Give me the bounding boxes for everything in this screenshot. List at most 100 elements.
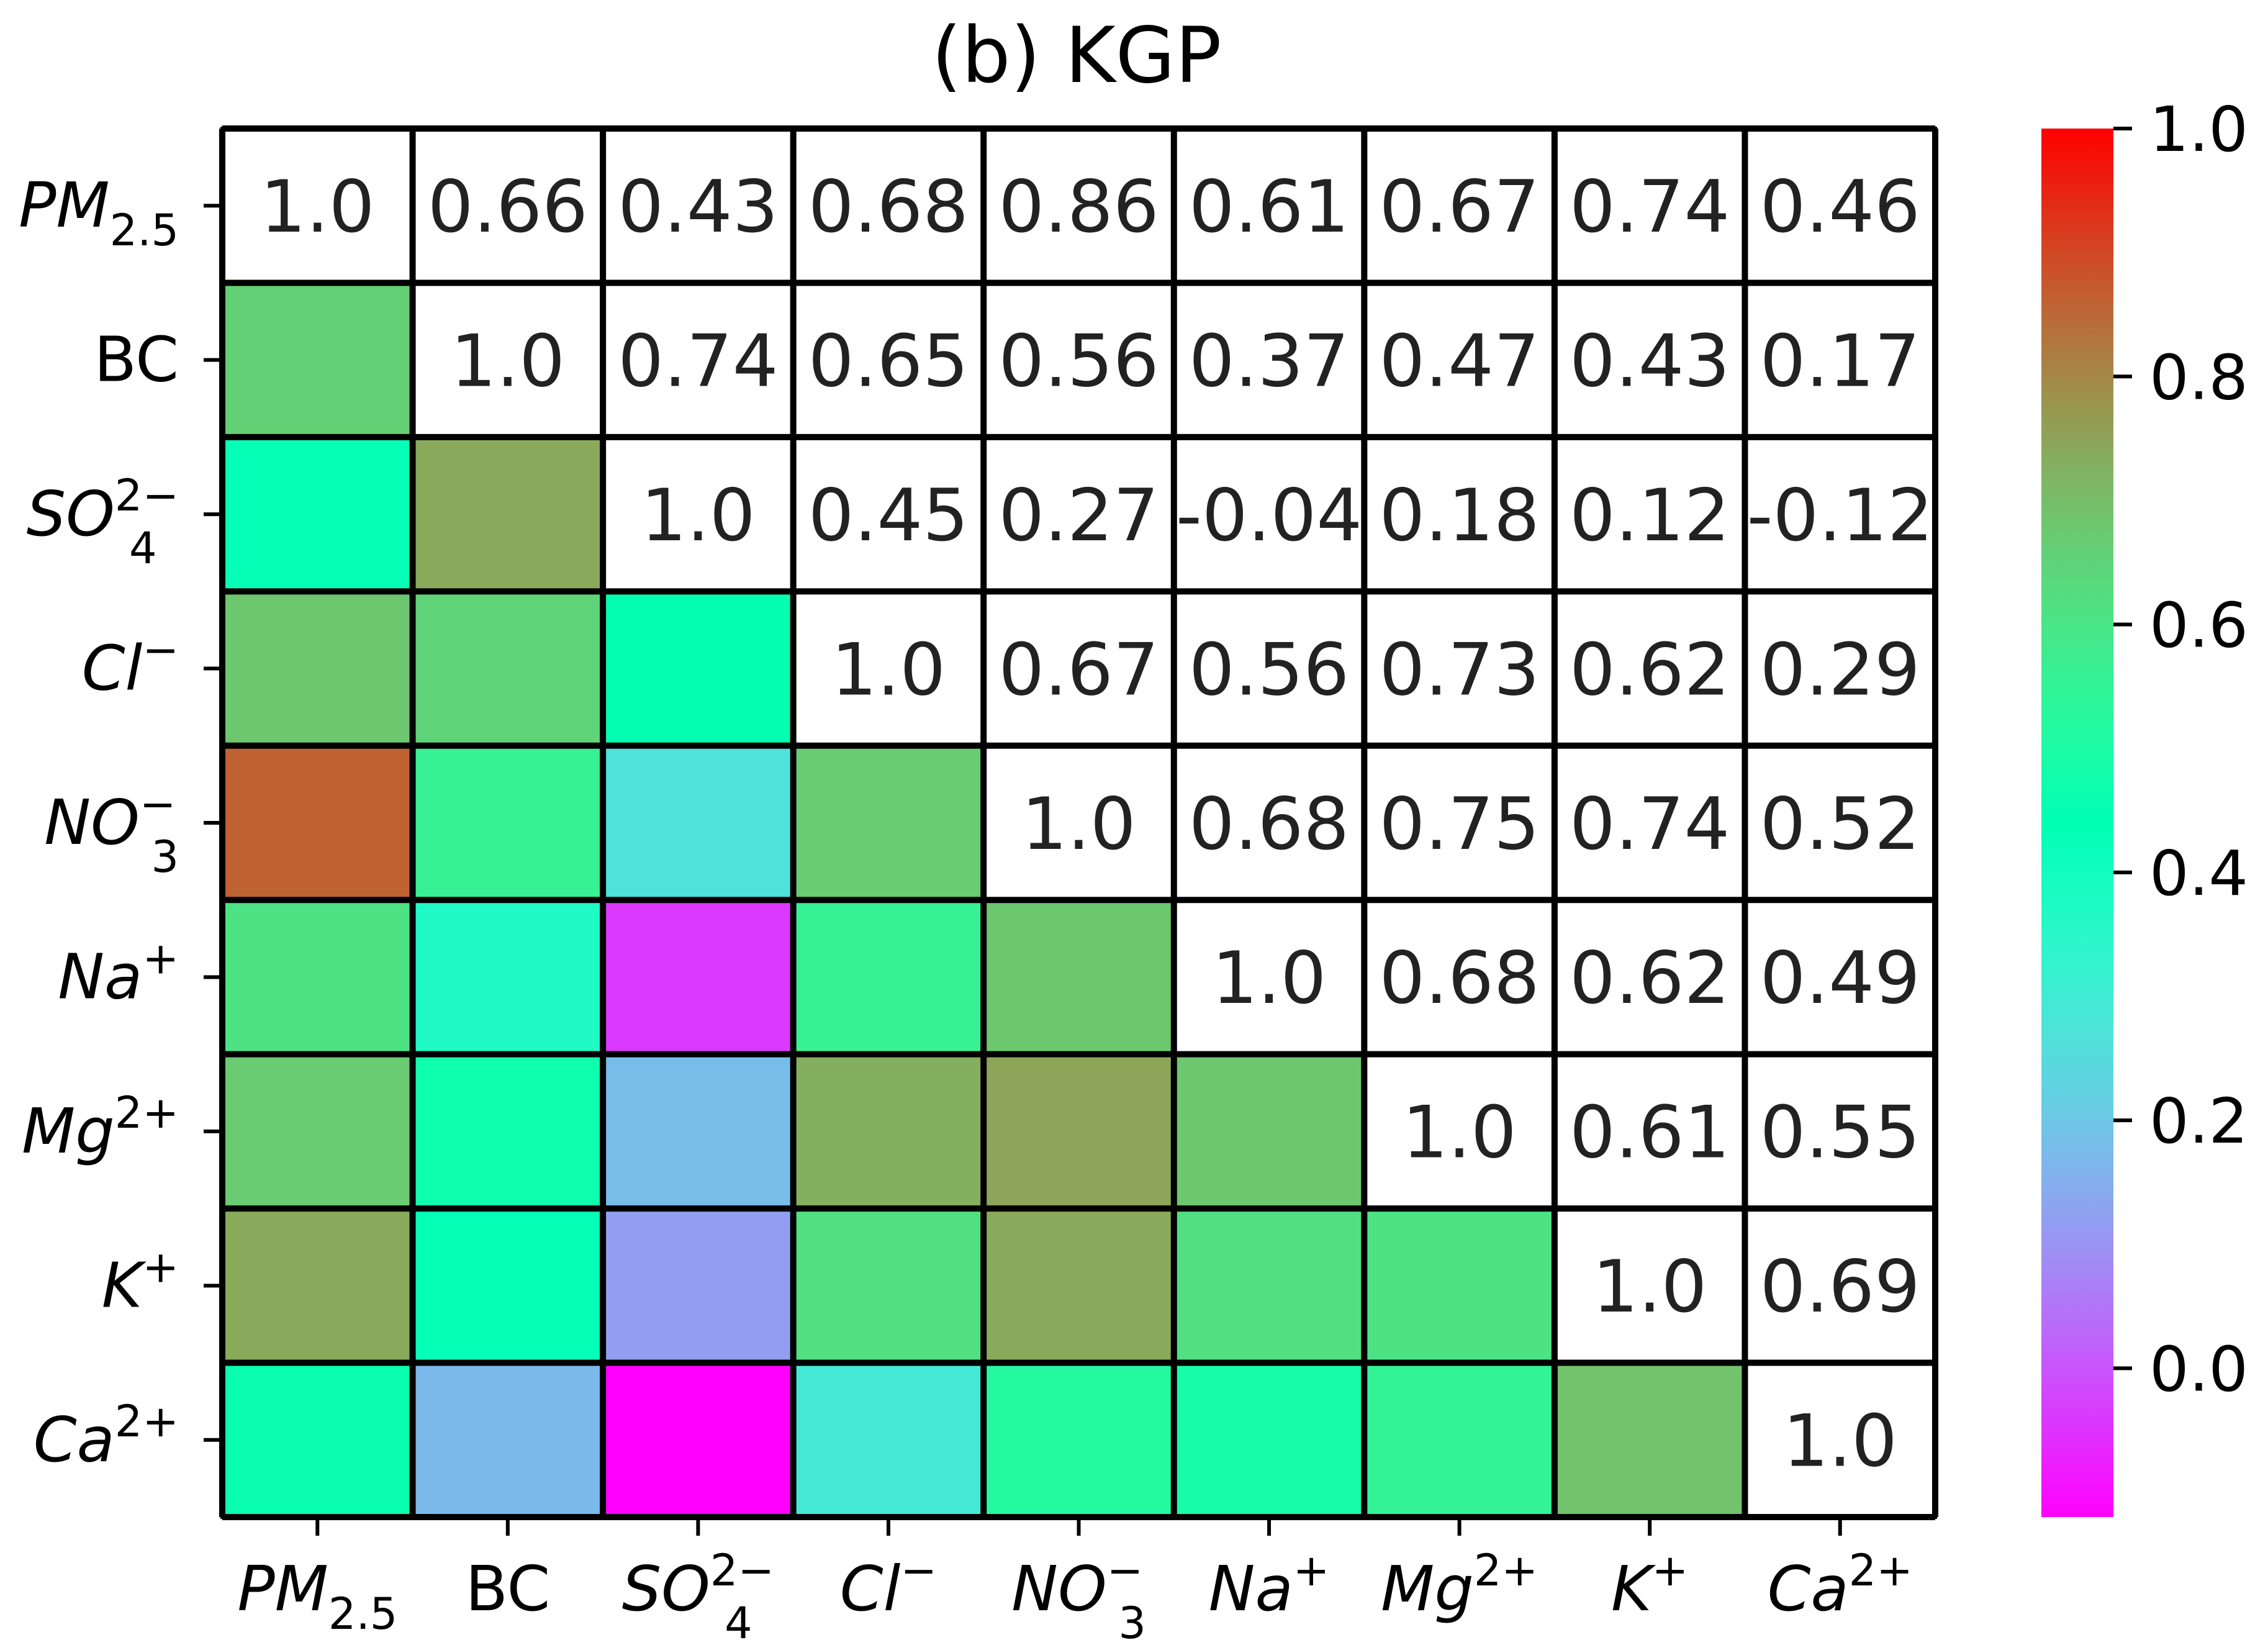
- cell-value-label: -0.04: [1176, 474, 1362, 558]
- heatmap-cell-blank: [1173, 591, 1365, 746]
- cell-value-label: 1.0: [1782, 1400, 1897, 1484]
- heatmap-cell: [1364, 1362, 1555, 1517]
- cell-value-label: 0.74: [618, 319, 778, 403]
- heatmap-cell-blank: [1745, 283, 1935, 437]
- heatmap-cell-blank: [412, 129, 603, 283]
- x-axis-tick-label: Ca2+: [1768, 1545, 1913, 1625]
- cell-value-label: 0.49: [1760, 936, 1920, 1020]
- heatmap-cell: [1173, 1054, 1365, 1209]
- heatmap-cell-blank: [1173, 745, 1365, 900]
- cell-value-label: 1.0: [641, 474, 755, 558]
- x-axis-tick-label: NO− 3: [1011, 1545, 1146, 1645]
- cell-value-label: 0.62: [1570, 628, 1730, 712]
- heatmap-cell: [603, 1362, 793, 1517]
- cell-value-label: 0.68: [1379, 936, 1539, 1020]
- heatmap-cell-blank: [1173, 129, 1365, 283]
- heatmap-cell: [412, 591, 603, 746]
- heatmap-cell: [222, 1208, 413, 1363]
- heatmap-cell: [1364, 1208, 1555, 1363]
- cell-value-label: 0.74: [1570, 782, 1730, 866]
- heatmap-cell-blank: [1364, 283, 1555, 437]
- heatmap-cell: [793, 1362, 984, 1517]
- heatmap-cell-blank: [983, 283, 1174, 437]
- heatmap-cell-blank: [1173, 283, 1365, 437]
- cell-value-label: 0.61: [1570, 1091, 1730, 1175]
- heatmap-cell-blank: [412, 283, 603, 437]
- cell-value-label: 1.0: [1021, 782, 1136, 866]
- cell-value-label: 0.56: [998, 319, 1159, 403]
- heatmap-cell: [412, 745, 603, 900]
- heatmap-cell-blank: [1554, 1208, 1745, 1363]
- cell-value-label: 0.86: [998, 165, 1159, 249]
- y-axis-tick-label: NO− 3: [44, 779, 179, 882]
- y-axis-tick-label: PM2.5: [19, 169, 179, 256]
- heatmap-cell: [412, 900, 603, 1054]
- cell-value-label: 0.17: [1760, 319, 1920, 403]
- heatmap-cell-blank: [1364, 437, 1555, 592]
- heatmap-cell-blank: [1554, 437, 1745, 592]
- heatmap-cell-blank: [603, 437, 793, 592]
- cell-value-label: 0.65: [808, 319, 969, 403]
- heatmap-cell-blank: [1554, 900, 1745, 1054]
- cell-value-label: 0.43: [618, 165, 778, 249]
- colorbar-tick-label: 0.0: [2149, 1333, 2248, 1405]
- heatmap-cell: [603, 900, 793, 1054]
- heatmap-cell-blank: [1173, 437, 1365, 592]
- heatmap-cell: [793, 1054, 984, 1209]
- heatmap-cell-blank: [1745, 1362, 1935, 1517]
- cell-value-label: 0.12: [1570, 474, 1730, 558]
- heatmap-cell-blank: [793, 129, 984, 283]
- cell-value-label: 0.68: [808, 165, 969, 249]
- cell-value-label: 0.68: [1189, 782, 1349, 866]
- heatmap-cell-blank: [1364, 129, 1555, 283]
- heatmap-cell-blank: [1364, 591, 1555, 746]
- y-axis-tick-label: Mg2+: [22, 1087, 179, 1167]
- heatmap-cell-blank: [603, 129, 793, 283]
- cell-value-label: 1.0: [1402, 1091, 1516, 1175]
- cell-value-label: 0.37: [1189, 319, 1349, 403]
- heatmap-cell: [793, 745, 984, 900]
- cell-value-label: 0.18: [1379, 474, 1539, 558]
- heatmap-cell-blank: [793, 437, 984, 592]
- x-axis-tick-label: SO2− 4: [622, 1545, 774, 1645]
- heatmap-cell: [222, 437, 413, 592]
- heatmap-cell: [222, 1362, 413, 1517]
- heatmap-cell-blank: [1745, 591, 1935, 746]
- heatmap-cell-blank: [1745, 900, 1935, 1054]
- heatmap-cell: [793, 1208, 984, 1363]
- heatmap-cell-blank: [1745, 1054, 1935, 1209]
- cell-value-label: 0.52: [1760, 782, 1920, 866]
- y-axis-tick-label: K+: [102, 1241, 179, 1321]
- heatmap-cell-blank: [983, 129, 1174, 283]
- colorbar-tick-label: 0.2: [2149, 1085, 2248, 1158]
- heatmap-cell-blank: [983, 437, 1174, 592]
- heatmap-cell-blank: [983, 591, 1174, 746]
- cell-value-label: 0.61: [1189, 165, 1349, 249]
- heatmap-cell-blank: [1745, 745, 1935, 900]
- cell-value-label: 1.0: [831, 628, 946, 712]
- cell-value-label: 0.66: [428, 165, 588, 249]
- cell-value-label: 0.43: [1570, 319, 1730, 403]
- cell-value-label: 0.27: [998, 474, 1159, 558]
- heatmap-cell-blank: [1554, 1054, 1745, 1209]
- cell-value-label: 1.0: [1212, 936, 1326, 1020]
- heatmap-cell-blank: [983, 745, 1174, 900]
- heatmap-cell: [603, 1208, 793, 1363]
- colorbar-tick-label: 0.4: [2149, 837, 2248, 910]
- heatmap-cell: [603, 591, 793, 746]
- colorbar-tick-label: 0.6: [2149, 589, 2248, 662]
- cell-value-label: 0.73: [1379, 628, 1539, 712]
- cell-value-label: 1.0: [451, 319, 565, 403]
- heatmap-cell: [412, 1054, 603, 1209]
- heatmap-cell-blank: [1745, 1208, 1935, 1363]
- heatmap-cell-blank: [1364, 1054, 1555, 1209]
- heatmap-cell: [983, 900, 1174, 1054]
- heatmap-cell-blank: [1554, 591, 1745, 746]
- heatmap-cell: [412, 437, 603, 592]
- heatmap-cell: [1554, 1362, 1745, 1517]
- heatmap-cell: [222, 745, 413, 900]
- heatmap-cell-blank: [1554, 283, 1745, 437]
- heatmap-cell: [983, 1208, 1174, 1363]
- heatmap-cell: [1173, 1362, 1365, 1517]
